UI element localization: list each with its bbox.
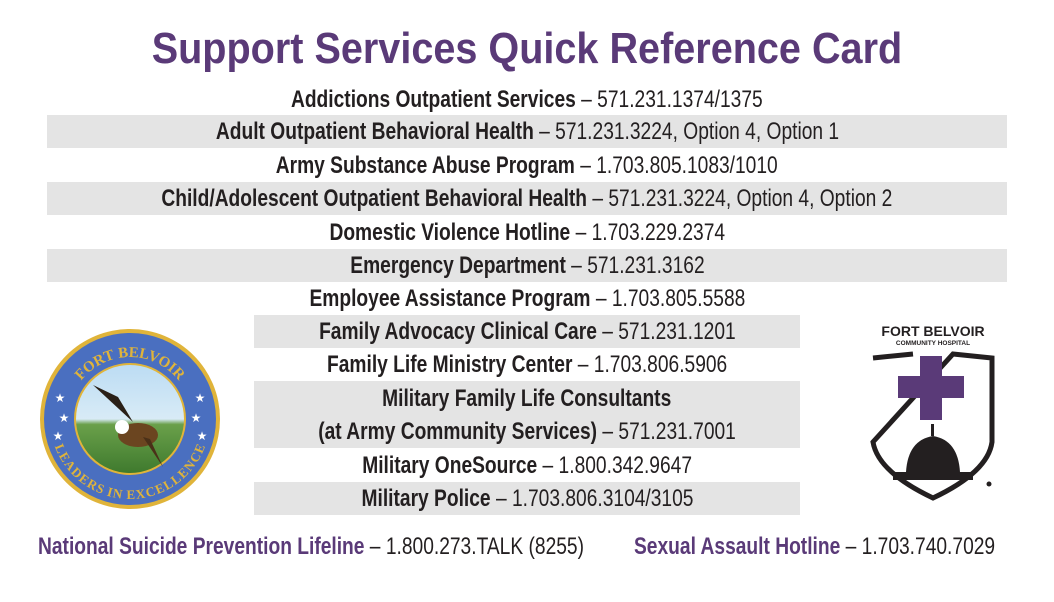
svg-text:FORT BELVOIR: FORT BELVOIR bbox=[881, 323, 984, 339]
svg-text:★: ★ bbox=[197, 429, 208, 443]
footer-suicide-lifeline: National Suicide Prevention Lifeline – 1… bbox=[38, 533, 584, 560]
service-row: Employee Assistance Program – 1.703.805.… bbox=[309, 284, 745, 312]
eagle-icon bbox=[93, 385, 163, 467]
fort-belvoir-seal-logo: FORT BELVOIR LEADERS IN EXCELLENCE ★★★ ★… bbox=[40, 329, 220, 509]
footer-sexual-assault-hotline: Sexual Assault Hotline – 1.703.740.7029 bbox=[634, 533, 996, 560]
service-row: Emergency Department – 571.231.3162 bbox=[47, 249, 1007, 282]
service-row: Family Life Ministry Center – 1.703.806.… bbox=[326, 350, 728, 378]
service-row: Family Advocacy Clinical Care – 571.231.… bbox=[254, 315, 800, 348]
service-row: Military Police – 1.703.806.3104/3105 bbox=[254, 482, 800, 515]
fort-belvoir-community-hospital-logo: FORT BELVOIR COMMUNITY HOSPITAL bbox=[870, 323, 995, 501]
star-icons: ★ ★ ★ ★ ★ ★ bbox=[53, 391, 208, 443]
service-row: Adult Outpatient Behavioral Health – 571… bbox=[47, 115, 1007, 148]
svg-text:★: ★ bbox=[191, 411, 202, 425]
svg-text:COMMUNITY HOSPITAL: COMMUNITY HOSPITAL bbox=[896, 340, 970, 347]
service-row: Military OneSource – 1.800.342.9647 bbox=[362, 451, 692, 479]
service-row: Army Substance Abuse Program – 1.703.805… bbox=[276, 151, 778, 179]
capitol-dome-icon bbox=[893, 424, 973, 480]
service-row: Addictions Outpatient Services – 571.231… bbox=[291, 85, 763, 113]
svg-text:★: ★ bbox=[55, 391, 66, 405]
svg-text:★: ★ bbox=[195, 391, 206, 405]
svg-text:★: ★ bbox=[59, 411, 70, 425]
page-title: Support Services Quick Reference Card bbox=[151, 24, 903, 73]
svg-text:★: ★ bbox=[53, 429, 64, 443]
service-row: Child/Adolescent Outpatient Behavioral H… bbox=[47, 182, 1007, 215]
service-row: Military Family Life Consultants (at Arm… bbox=[254, 381, 800, 448]
cross-icon bbox=[898, 356, 964, 420]
service-row: Domestic Violence Hotline – 1.703.229.23… bbox=[329, 218, 725, 246]
